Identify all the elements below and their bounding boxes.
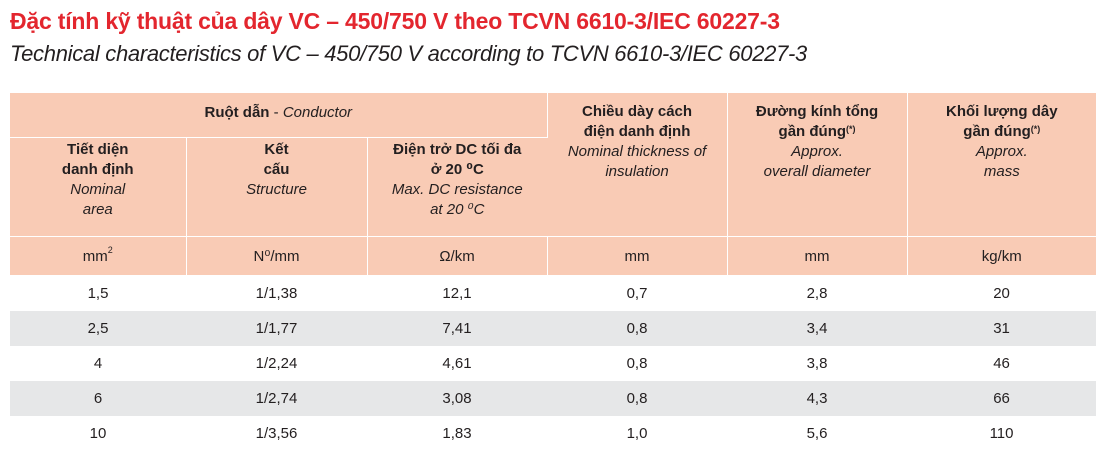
structure-cell: 1/3,56: [186, 416, 367, 451]
mass-cell: 46: [907, 346, 1097, 381]
table-row: 10 1/3,56 1,83 1,0 5,6 110: [10, 416, 1097, 451]
resistance-cell: 7,41: [367, 311, 548, 346]
area-cell: 10: [10, 416, 186, 451]
area-label-vn-1: Tiết diện: [67, 141, 129, 158]
resistance-unit: Ω/km: [367, 236, 548, 276]
resistance-label-vn-2: ở 20 ⁰C: [430, 161, 484, 178]
structure-cell: 1/2,74: [186, 381, 367, 416]
table-row: 1,5 1/1,38 12,1 0,7 2,8 20: [10, 275, 1097, 311]
area-unit: mm2: [10, 236, 187, 276]
diameter-footnote-mark: (*): [846, 124, 856, 134]
diameter-cell: 3,4: [727, 311, 908, 346]
mass-cell: 20: [907, 275, 1097, 311]
area-unit-text: mm: [82, 247, 108, 265]
resistance-cell: 4,61: [367, 346, 548, 381]
diameter-cell: 4,3: [727, 381, 908, 416]
table-row: 6 1/2,74 3,08 0,8 4,3 66: [10, 381, 1097, 416]
mass-label-en-2: mass: [983, 163, 1020, 180]
structure-unit: N⁰/mm: [186, 236, 368, 276]
insulation-label-en-1: Nominal thickness of: [567, 143, 707, 160]
insulation-cell: 0,8: [547, 346, 728, 381]
conductor-group-header: Ruột dẫn - Conductor: [10, 93, 548, 138]
structure-label-en: Structure: [246, 181, 307, 198]
diameter-cell: 3,8: [727, 346, 908, 381]
technical-characteristics-table: Ruột dẫn - Conductor Chiều dày cách điện…: [10, 93, 1097, 451]
diameter-cell: 2,8: [727, 275, 908, 311]
mass-cell: 66: [907, 381, 1097, 416]
insulation-cell: 0,7: [547, 275, 728, 311]
structure-label-vn-2: cấu: [263, 161, 290, 178]
mass-unit: kg/km: [907, 236, 1097, 276]
structure-cell: 1/1,38: [186, 275, 367, 311]
table-row: 2,5 1/1,77 7,41 0,8 3,4 31: [10, 311, 1097, 346]
mass-header: Khối lượng dây gần đúng(*) Approx. mass: [907, 93, 1097, 237]
resistance-cell: 3,08: [367, 381, 548, 416]
diameter-header: Đường kính tổng gần đúng(*) Approx. over…: [727, 93, 908, 237]
mass-footnote-mark: (*): [1030, 124, 1041, 134]
diameter-label-vn-2: gần đúng: [778, 123, 847, 140]
insulation-cell: 0,8: [547, 311, 728, 346]
resistance-cell: 1,83: [367, 416, 548, 451]
table-row: 4 1/2,24 4,61 0,8 3,8 46: [10, 346, 1097, 381]
diameter-cell: 5,6: [727, 416, 908, 451]
insulation-label-en-2: insulation: [605, 163, 669, 180]
area-label-en-2: area: [82, 201, 113, 218]
mass-label-en-1: Approx.: [975, 143, 1028, 160]
diameter-label-en-1: Approx.: [791, 143, 843, 160]
area-label-en-1: Nominal: [70, 181, 126, 198]
diameter-unit: mm: [727, 236, 908, 276]
insulation-label-vn-2: điện danh định: [583, 123, 691, 140]
structure-cell: 1/2,24: [186, 346, 367, 381]
structure-cell: 1/1,77: [186, 311, 367, 346]
mass-cell: 31: [907, 311, 1097, 346]
resistance-header: Điện trở DC tối đa ở 20 ⁰C Max. DC resis…: [367, 137, 548, 237]
insulation-header: Chiều dày cách điện danh định Nominal th…: [547, 93, 728, 237]
resistance-label-en-2: at 20 ⁰C: [430, 201, 485, 218]
area-cell: 6: [10, 381, 186, 416]
area-cell: 4: [10, 346, 186, 381]
structure-header: Kết cấu Structure: [186, 137, 368, 237]
page-title-english: Technical characteristics of VC – 450/75…: [10, 41, 807, 66]
resistance-cell: 12,1: [367, 275, 548, 311]
structure-label-vn-1: Kết: [264, 141, 289, 158]
conductor-label-vn: Ruột dẫn: [204, 104, 270, 121]
resistance-label-en-1: Max. DC resistance: [391, 181, 523, 198]
diameter-label-vn-1: Đường kính tổng: [755, 103, 879, 120]
insulation-cell: 1,0: [547, 416, 728, 451]
mass-label-vn-2: gần đúng: [963, 123, 1031, 140]
resistance-label-vn-1: Điện trở DC tối đa: [393, 141, 522, 158]
area-header: Tiết diện danh định Nominal area: [10, 137, 187, 237]
insulation-cell: 0,8: [547, 381, 728, 416]
mass-cell: 110: [907, 416, 1097, 451]
conductor-label-en: Conductor: [282, 104, 353, 121]
page-title-vietnamese: Đặc tính kỹ thuật của dây VC – 450/750 V…: [10, 8, 780, 34]
insulation-unit: mm: [547, 236, 728, 276]
area-unit-superscript: 2: [107, 244, 113, 255]
area-cell: 1,5: [10, 275, 186, 311]
mass-label-vn-1: Khối lượng dây: [946, 103, 1058, 120]
insulation-label-vn-1: Chiều dày cách: [582, 103, 693, 120]
area-label-vn-2: danh định: [61, 161, 134, 178]
area-cell: 2,5: [10, 311, 186, 346]
diameter-label-en-2: overall diameter: [763, 163, 871, 180]
conductor-separator: -: [269, 104, 283, 121]
